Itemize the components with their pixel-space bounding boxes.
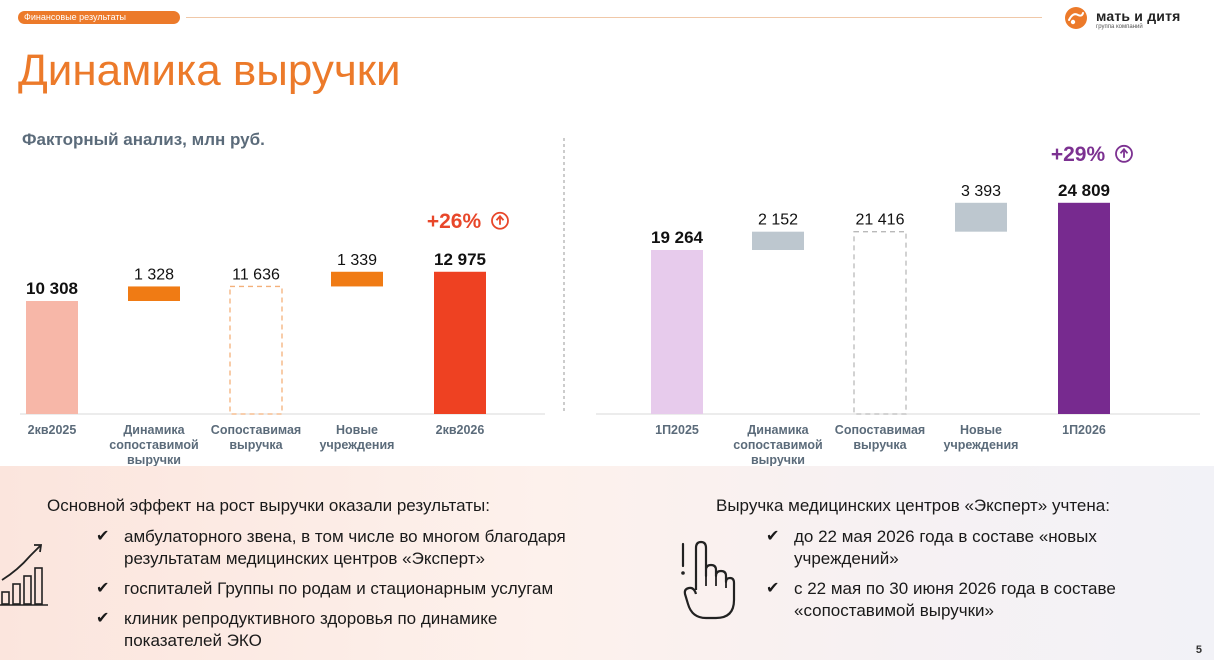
left-note-heading: Основной эффект на рост выручки оказали …	[47, 496, 490, 515]
data-label: 21 416	[856, 212, 905, 229]
chart-subtitle: Факторный анализ, млн руб.	[22, 130, 265, 149]
chart-bar	[128, 286, 180, 301]
list-item: ✔ с 22 мая по 30 июня 2026 года в составе…	[766, 579, 1116, 620]
growth-arrow-icon	[1115, 144, 1133, 163]
category-label: 2кв2026	[436, 423, 485, 437]
category-label: 1П2026	[1062, 423, 1106, 437]
category-label: Новые учреждения	[944, 423, 1019, 452]
chart-bar	[1058, 202, 1110, 414]
chart-bar	[229, 285, 283, 415]
data-label: 2 152	[758, 212, 798, 229]
growth-label: +26%	[427, 210, 482, 233]
category-label: 2кв2025	[28, 423, 77, 437]
section-label: Финансовые результаты	[18, 11, 180, 24]
list-item: ✔ до 22 мая 2026 года в составе «новых учр…	[766, 527, 1097, 568]
data-label: 12 975	[434, 250, 486, 269]
header-divider	[186, 17, 1042, 18]
left-note-list: ✔ амбулаторного звена, в том числе во мно…	[96, 526, 566, 660]
logo-mark-icon	[1065, 7, 1087, 29]
category-label: 1П2025	[655, 423, 699, 437]
logo-subtitle: группа компаний	[1096, 24, 1143, 30]
list-item: ✔ клиник репродуктивного здоровья по дина…	[96, 609, 498, 650]
category-label: Динамика сопоставимой выручки	[109, 423, 198, 467]
checkmark-icon: ✔	[766, 580, 780, 597]
chart-bar	[752, 231, 804, 250]
attention-hand-icon	[681, 540, 736, 620]
category-label: Сопоставимая выручка	[835, 423, 925, 452]
notes-panel: Основной эффект на рост выручки оказали …	[0, 466, 1214, 660]
growth-arrow-head	[495, 214, 505, 221]
page-title: Динамика выручки	[18, 46, 401, 95]
checkmark-icon: ✔	[96, 610, 110, 627]
category-label: Новые учреждения	[320, 423, 395, 452]
growth-arrow-head	[1119, 147, 1129, 154]
waterfall-chart: 10 308 2кв2025 1 328 Динамика сопоставимой вы…	[20, 138, 1200, 467]
data-label: 24 809	[1058, 181, 1110, 200]
chart-bar	[651, 250, 703, 414]
growth-chart-icon	[0, 544, 48, 606]
category-label: Сопоставимая выручка	[211, 423, 301, 452]
logo-name: мать и дитя	[1096, 8, 1181, 24]
company-logo: мать и дитя группа компаний	[1064, 6, 1204, 32]
chart-bar	[26, 301, 78, 414]
page-number: 5	[1195, 644, 1202, 656]
growth-arrow-icon	[491, 211, 509, 230]
chart-bar	[331, 271, 383, 287]
checkmark-icon: ✔	[96, 580, 110, 597]
data-label: 1 328	[134, 266, 174, 283]
data-label: 1 339	[337, 252, 377, 269]
checkmark-icon: ✔	[766, 528, 780, 545]
data-label: 3 393	[961, 183, 1001, 200]
data-label: 19 264	[651, 228, 704, 247]
checkmark-icon: ✔	[96, 528, 110, 545]
right-note-heading: Выручка медицинских центров «Эксперт» уч…	[716, 496, 1110, 515]
category-label: Динамика сопоставимой выручки	[733, 423, 822, 467]
list-item: ✔ госпиталей Группы по родам и стационарн…	[96, 579, 554, 598]
data-label: 11 636	[232, 266, 280, 283]
data-label: 10 308	[26, 279, 78, 298]
right-note-list: ✔ до 22 мая 2026 года в составе «новых учр…	[766, 526, 1116, 630]
chart-bar	[853, 231, 907, 415]
chart-bar	[434, 271, 486, 414]
growth-label: +29%	[1051, 143, 1106, 166]
list-item: ✔ амбулаторного звена, в том числе во мно…	[96, 527, 566, 568]
chart-bar	[955, 202, 1007, 232]
